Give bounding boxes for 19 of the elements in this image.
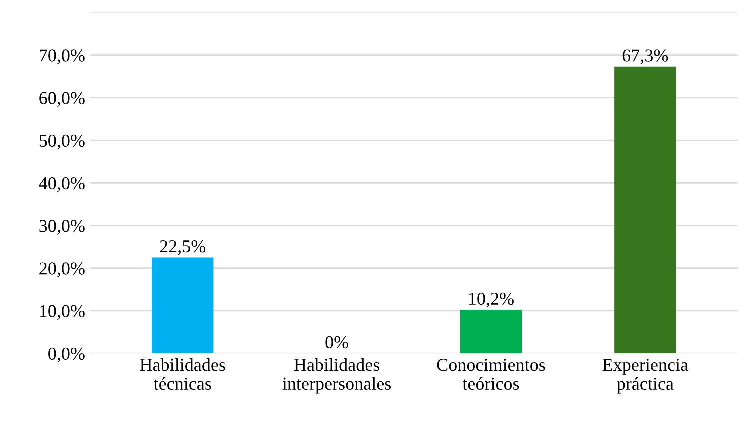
- x-tick-label: Habilidades interpersonales: [282, 358, 392, 394]
- y-tick-label: 10,0%: [40, 305, 85, 320]
- bar: [152, 258, 214, 354]
- y-tick-label: 60,0%: [40, 92, 85, 108]
- y-tick-label: 0,0%: [48, 348, 85, 363]
- data-label: 22,5%: [160, 240, 206, 256]
- y-tick-label: 40,0%: [39, 177, 85, 192]
- x-tick-label: Conocimientos teóricos: [437, 359, 546, 390]
- y-tick-label: 70,0%: [40, 50, 85, 64]
- bar: [460, 310, 522, 354]
- y-tick-label: 50,0%: [40, 134, 85, 150]
- x-tick-label: Experiencia práctica: [602, 359, 688, 394]
- y-tick-label: 20,0%: [40, 262, 85, 278]
- bar: [614, 66, 676, 354]
- data-label: 0%: [326, 336, 348, 349]
- y-tick-label: 30,0%: [40, 220, 85, 235]
- data-label: 10,2%: [470, 292, 514, 308]
- data-label: 67,3%: [622, 50, 668, 64]
- x-tick-label: Habilidades técnicas: [140, 358, 226, 390]
